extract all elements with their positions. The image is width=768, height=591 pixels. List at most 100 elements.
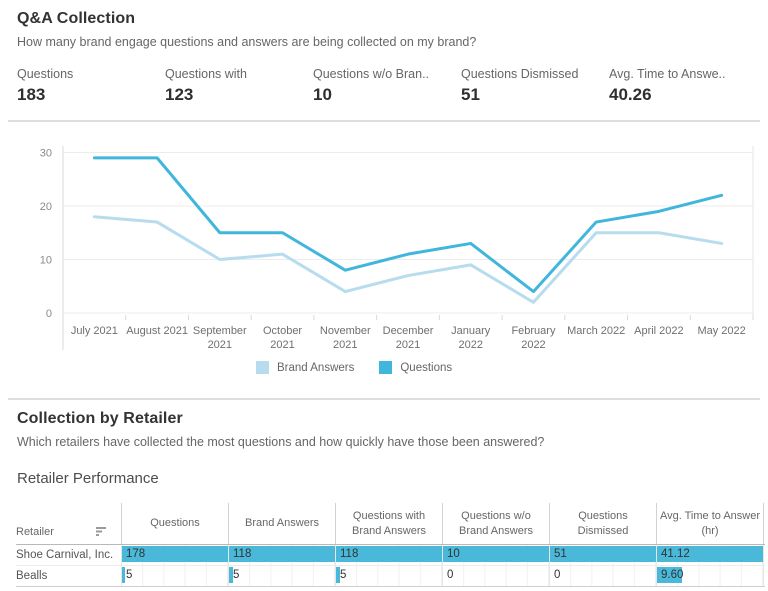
bar-value: 5	[233, 569, 240, 581]
bar-cell[interactable]: 5	[336, 566, 443, 586]
table-header: Retailer Questions Brand Answers Questio…	[16, 503, 765, 545]
chart-legend: Brand Answers Questions	[256, 361, 452, 374]
section-divider	[8, 120, 760, 122]
retailer-header-label: Retailer	[16, 525, 54, 538]
bar-cell[interactable]: 118	[229, 545, 336, 565]
bar-cell[interactable]: 178	[122, 545, 229, 565]
section-title: Collection by Retailer	[17, 410, 183, 427]
kpi-questions-without-answers[interactable]: Questions w/o Bran.. 10	[313, 67, 461, 105]
bar-cell[interactable]: 9.60	[657, 566, 764, 586]
bar	[229, 567, 234, 583]
column-header[interactable]: Questions	[122, 503, 229, 544]
page-subtitle: How many brand engage questions and answ…	[17, 35, 477, 49]
collection-by-retailer-section: Collection by Retailer Which retailers h…	[17, 410, 751, 487]
bar	[657, 567, 682, 583]
legend-label: Brand Answers	[277, 361, 355, 374]
svg-text:February: February	[511, 325, 556, 337]
column-header[interactable]: Questions w/o Brand Answers	[443, 503, 550, 544]
bar-cell[interactable]: 0	[443, 566, 550, 586]
column-header[interactable]: Questions with Brand Answers	[336, 503, 443, 544]
bar-cell[interactable]: 10	[443, 545, 550, 565]
legend-swatch	[379, 361, 393, 374]
qa-line-chart[interactable]: 0 10 20 30 July 2021 August 2021 September 2021…	[0, 138, 768, 353]
kpi-questions[interactable]: Questions 183	[17, 67, 165, 105]
section-divider	[8, 398, 760, 400]
svg-text:30: 30	[40, 148, 52, 160]
bar	[550, 546, 656, 562]
table-row: Bealls 5 5 5 0 0 9.60	[16, 566, 765, 587]
svg-text:2021: 2021	[333, 339, 357, 351]
svg-text:August 2021: August 2021	[126, 325, 188, 337]
svg-text:April 2022: April 2022	[634, 325, 684, 337]
svg-text:July 2021: July 2021	[71, 325, 118, 337]
table-title: Retailer Performance	[17, 470, 159, 487]
series-brand-answers[interactable]	[92, 215, 724, 304]
kpi-label: Questions with	[165, 67, 247, 81]
bar-value: 178	[126, 548, 146, 560]
retailer-name-cell[interactable]: Shoe Carnival, Inc.	[16, 545, 122, 565]
bar-value: 5	[126, 569, 133, 581]
sort-icon[interactable]	[95, 526, 107, 537]
bar-value: 0	[447, 569, 454, 581]
svg-text:0: 0	[46, 308, 52, 320]
bar	[336, 546, 442, 562]
bar	[122, 567, 125, 583]
svg-text:January: January	[451, 325, 491, 337]
qa-collection-section: Q&A Collection How many brand engage que…	[17, 10, 751, 105]
kpi-value: 123	[165, 85, 194, 104]
page-title: Q&A Collection	[17, 10, 136, 27]
bar-cell[interactable]: 51	[550, 545, 657, 565]
kpi-questions-with-answers[interactable]: Questions with 123	[165, 67, 313, 105]
bar	[122, 546, 228, 562]
bar	[229, 546, 335, 562]
legend-item-questions[interactable]: Questions	[379, 361, 452, 374]
svg-text:September: September	[193, 325, 247, 337]
bar-value: 10	[447, 548, 460, 560]
bar-value: 41.12	[661, 548, 690, 560]
retailer-name-cell[interactable]: Bealls	[16, 566, 122, 586]
legend-swatch	[256, 361, 269, 374]
kpi-label: Questions w/o Bran..	[313, 67, 430, 81]
kpi-label: Avg. Time to Answe..	[609, 67, 726, 81]
svg-text:2022: 2022	[521, 339, 545, 351]
table-row: Shoe Carnival, Inc. 178 118 118 10 51 41.12	[16, 545, 765, 566]
kpi-avg-time-to-answer[interactable]: Avg. Time to Answe.. 40.26	[609, 67, 757, 105]
legend-label: Questions	[400, 361, 453, 374]
legend-item-brand-answers[interactable]: Brand Answers	[256, 361, 354, 374]
kpi-label: Questions Dismissed	[461, 67, 579, 81]
bar-value: 118	[233, 548, 252, 560]
bar-value: 0	[554, 569, 561, 581]
retailer-table-body: Shoe Carnival, Inc. 178 118 118 10 51 41.12 Bea…	[16, 545, 765, 587]
kpi-value: 10	[313, 85, 332, 104]
column-header-retailer[interactable]: Retailer	[16, 503, 122, 544]
bar-value: 118	[340, 548, 359, 560]
kpi-value: 40.26	[609, 85, 652, 104]
bar	[443, 546, 549, 562]
svg-text:2022: 2022	[458, 339, 482, 351]
svg-text:2021: 2021	[270, 339, 294, 351]
svg-text:October: October	[263, 325, 302, 337]
bar-cell[interactable]: 41.12	[657, 545, 764, 565]
kpi-value: 183	[17, 85, 46, 104]
bar-cell[interactable]: 0	[550, 566, 657, 586]
column-header[interactable]: Questions Dismissed	[550, 503, 657, 544]
retailer-table: Retailer Questions Brand Answers Questio…	[16, 503, 765, 587]
bar-cell[interactable]: 5	[229, 566, 336, 586]
svg-text:2021: 2021	[396, 339, 420, 351]
svg-text:March 2022: March 2022	[567, 325, 625, 337]
kpi-row: Questions 183 Questions with 123 Questio…	[17, 67, 751, 105]
column-header[interactable]: Brand Answers	[229, 503, 336, 544]
svg-text:November: November	[320, 325, 371, 337]
column-header[interactable]: Avg. Time to Answer (hr)	[657, 503, 764, 544]
bar-cell[interactable]: 118	[336, 545, 443, 565]
series-questions[interactable]	[92, 156, 724, 294]
bar-cell[interactable]: 5	[122, 566, 229, 586]
bar-value: 51	[554, 548, 567, 560]
kpi-questions-dismissed[interactable]: Questions Dismissed 51	[461, 67, 609, 105]
svg-text:May 2022: May 2022	[697, 325, 745, 337]
svg-text:December: December	[383, 325, 434, 337]
kpi-label: Questions	[17, 67, 74, 81]
bar	[336, 567, 341, 583]
kpi-value: 51	[461, 85, 480, 104]
